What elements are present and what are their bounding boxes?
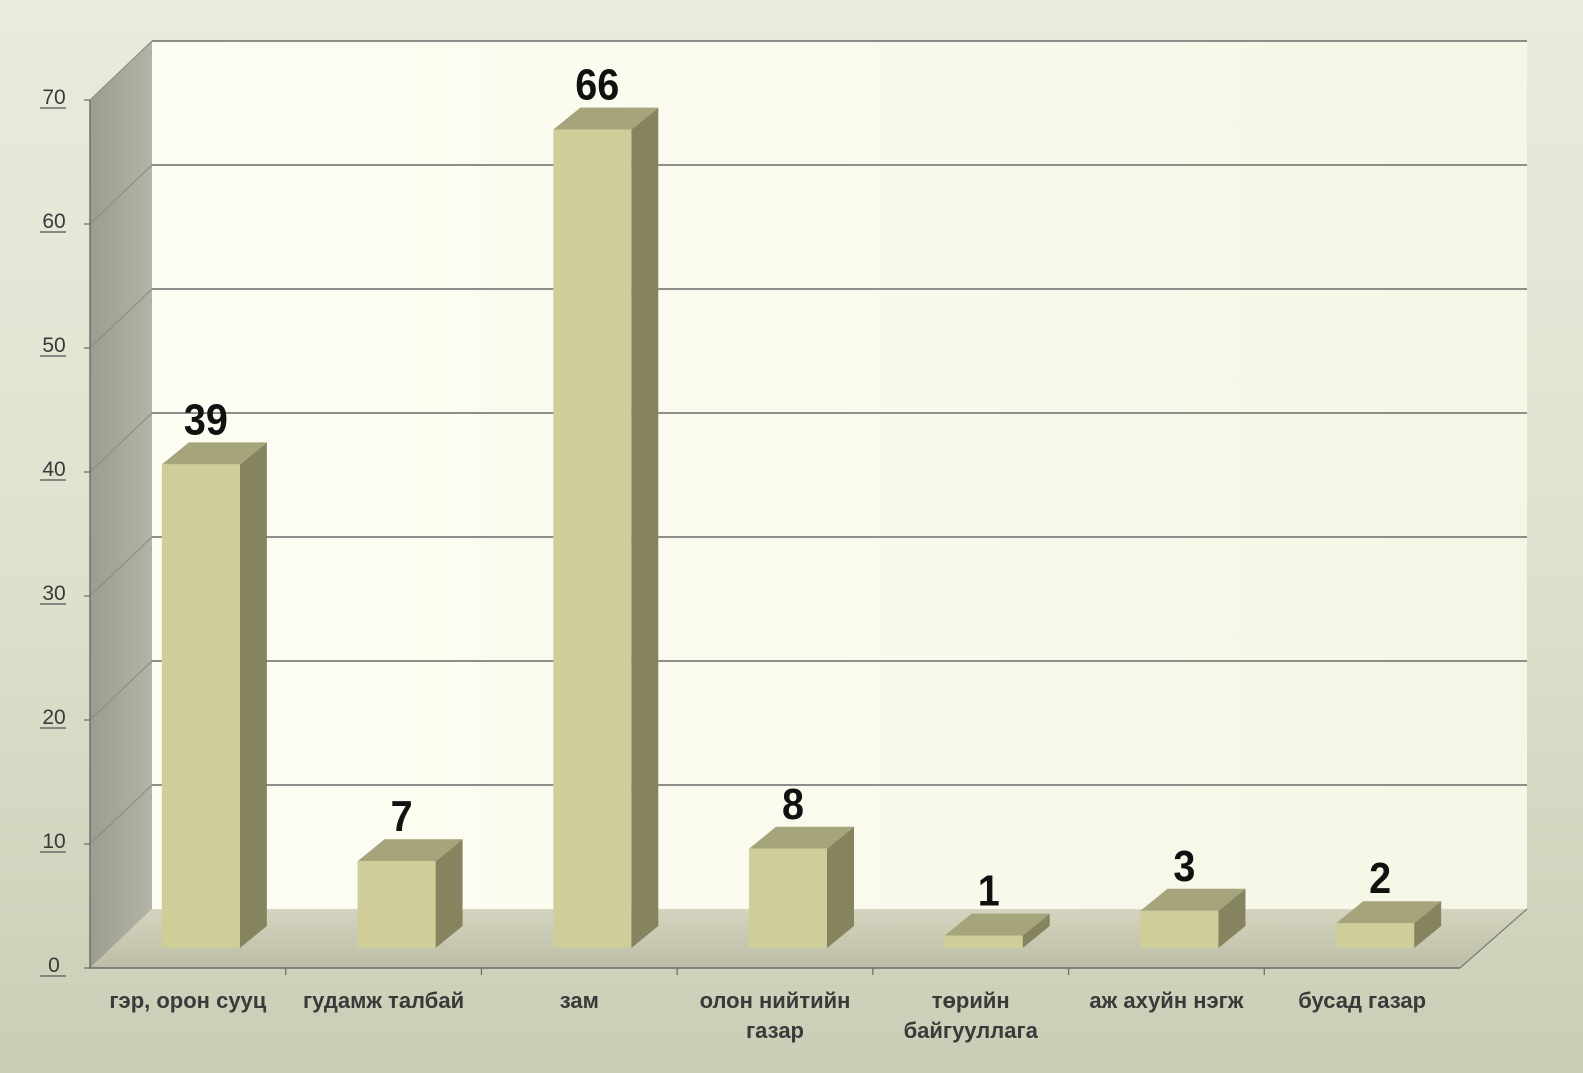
floor-edge [1459,908,1528,969]
data-label: 39 [184,395,228,444]
data-label: 3 [1173,842,1195,891]
bar [357,861,436,948]
y-tick-label: 50 [42,334,65,357]
bar [1140,910,1219,948]
y-tick-label: 60 [42,210,65,233]
data-label: 8 [782,780,804,829]
y-tick-label: 0 [48,954,60,977]
gridline-diagonal [89,784,153,845]
bar [749,848,827,948]
data-label: 2 [1369,854,1391,903]
category-label: аж ахуйн нэгж [1089,988,1243,1013]
gridline-diagonal [89,412,153,473]
y-tick-label: 40 [42,458,65,481]
data-label: 66 [575,61,619,110]
bar-side [1218,888,1246,948]
category-label: олон нийтийн [700,988,851,1013]
bar [553,129,632,949]
side-wall [90,41,152,968]
bar-side [1414,901,1442,948]
bar-top [161,442,267,465]
bar-side [1022,913,1050,948]
bar-side [827,826,854,948]
category-label: бусад газар [1298,988,1426,1013]
bar-top [749,826,854,849]
category-label: байгууллага [904,1018,1039,1043]
gridline-diagonal [89,40,153,101]
category-label: гудамж талбай [303,988,464,1013]
bar-side [239,442,267,948]
bar [1336,923,1415,948]
bar-top [553,107,659,130]
gridline-diagonal [89,660,153,721]
y-tick-label: 10 [42,830,65,853]
y-tick-label: 30 [42,582,65,605]
y-tick-label: 20 [42,706,65,729]
y-tick-label: 70 [42,86,65,109]
bar-top [1336,901,1442,924]
bar-top [357,839,463,862]
bar [161,464,240,948]
back-wall [152,41,1527,909]
bar-top [944,913,1050,936]
category-label: газар [746,1018,804,1043]
data-label: 7 [391,792,413,841]
category-label: төрийн [932,988,1010,1013]
gridline-diagonal [89,288,153,349]
data-label: 1 [978,867,1000,916]
bar-side [435,839,463,948]
category-label: гэр, орон сууц [109,988,266,1013]
category-label: зам [560,988,599,1013]
gridline-diagonal [89,164,153,225]
bar-side [631,107,659,949]
bar [944,935,1023,948]
gridline-diagonal [89,536,153,597]
bar-top [1140,888,1246,911]
